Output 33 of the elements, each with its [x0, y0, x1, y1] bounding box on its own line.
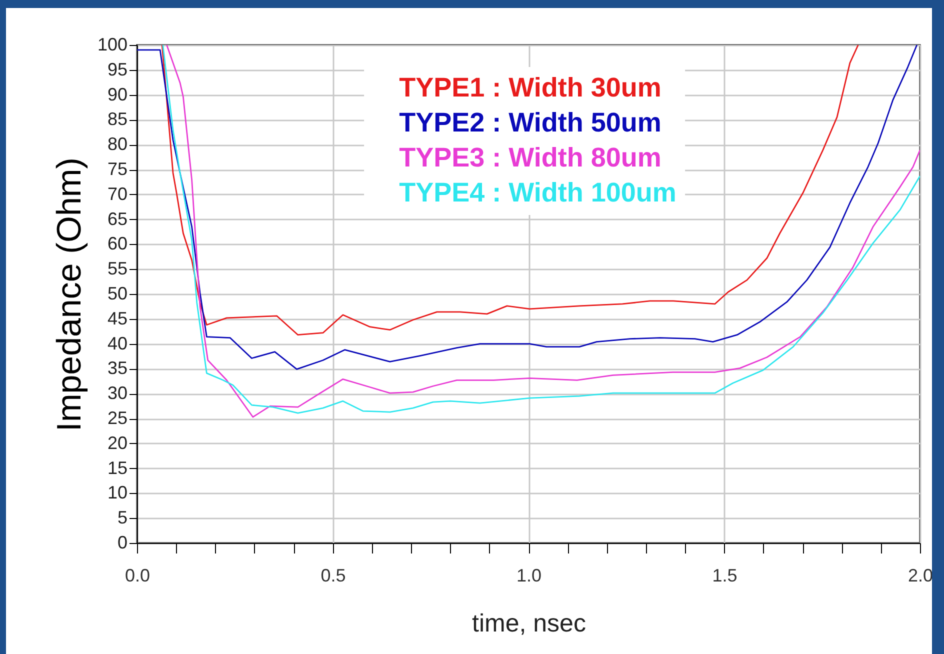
y-tick-label: 85	[107, 109, 128, 130]
y-tick-label: 0	[117, 532, 128, 552]
y-tick-label: 50	[107, 284, 128, 304]
x-tick-label: 0.0	[124, 566, 150, 586]
line-series	[161, 45, 859, 336]
y-tick-label: 40	[107, 333, 128, 354]
y-tick-label: 90	[107, 84, 128, 104]
text: TYPE3 : Width 80um	[399, 142, 662, 172]
text: TYPE1 : Width 30um	[399, 72, 662, 102]
x-axis-title: time, nsec	[472, 610, 586, 638]
y-tick-label: 15	[107, 458, 128, 478]
y-tick-label: 100	[97, 34, 128, 54]
x-tick-label: 1.5	[712, 566, 738, 586]
y-axis-title: Impedance (Ohm)	[50, 158, 88, 432]
y-tick-label: 60	[107, 234, 128, 254]
y-tick-label: 55	[107, 258, 128, 279]
x-tick-label: 1.0	[516, 566, 542, 586]
y-tick-label: 80	[107, 134, 128, 154]
y-tick-label: 30	[107, 383, 128, 404]
y-tick-label: 95	[107, 59, 128, 80]
x-tick-label: 2.0	[908, 566, 934, 586]
y-tick-label: 65	[107, 208, 128, 229]
y-tick-label: 5	[117, 508, 128, 528]
y-tick-label: 45	[107, 308, 128, 328]
y-tick-label: 70	[107, 184, 128, 204]
y-tick-label: 35	[107, 358, 128, 378]
text: TYPE4 : Width 100um	[399, 178, 676, 208]
text: TYPE2 : Width 50um	[399, 108, 662, 138]
x-tick-label: 0.5	[320, 566, 346, 586]
y-tick-label: 20	[107, 432, 128, 453]
y-tick-label: 25	[107, 408, 128, 428]
y-tick-label: 10	[107, 482, 128, 503]
y-tick-label: 75	[107, 159, 128, 179]
